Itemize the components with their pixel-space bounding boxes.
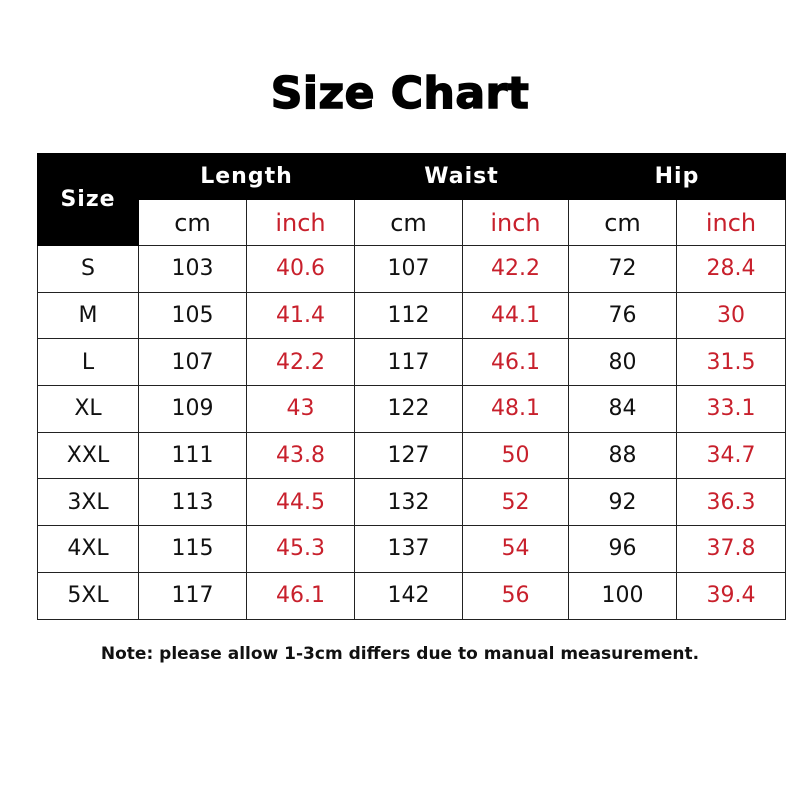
cm-cell: 92: [568, 478, 677, 527]
cm-cell: 72: [568, 245, 677, 293]
inch-cell: 56: [462, 571, 569, 620]
unit-inch: inch: [462, 199, 569, 246]
inch-cell: 36.3: [676, 478, 786, 527]
cm-cell: 76: [568, 291, 677, 340]
unit-inch: inch: [676, 199, 786, 246]
table-row: M 105 41.4 112 44.1 76 30: [37, 291, 786, 340]
inch-cell: 45.3: [246, 525, 355, 573]
inch-cell: 30: [676, 291, 786, 340]
cm-cell: 132: [354, 478, 463, 527]
table-row: XXL 111 43.8 127 50 88 34.7: [37, 431, 786, 480]
size-cell: XXL: [37, 431, 139, 480]
inch-cell: 52: [462, 478, 569, 527]
table-row: L 107 42.2 117 46.1 80 31.5: [37, 338, 786, 387]
unit-cm: cm: [138, 199, 247, 246]
inch-cell: 54: [462, 525, 569, 573]
header-waist: Waist: [354, 153, 569, 200]
cm-cell: 107: [354, 245, 463, 293]
size-cell: S: [37, 245, 139, 293]
cm-cell: 137: [354, 525, 463, 573]
table-row: 5XL 117 46.1 142 56 100 39.4: [37, 571, 786, 620]
inch-cell: 43: [246, 385, 355, 433]
table-row: 4XL 115 45.3 137 54 96 37.8: [37, 525, 786, 573]
cm-cell: 80: [568, 338, 677, 387]
size-cell: XL: [37, 385, 139, 433]
cm-cell: 127: [354, 431, 463, 480]
inch-cell: 42.2: [246, 338, 355, 387]
inch-cell: 50: [462, 431, 569, 480]
inch-cell: 40.6: [246, 245, 355, 293]
cm-cell: 117: [138, 571, 247, 620]
inch-cell: 46.1: [246, 571, 355, 620]
cm-cell: 84: [568, 385, 677, 433]
cm-cell: 96: [568, 525, 677, 573]
inch-cell: 33.1: [676, 385, 786, 433]
cm-cell: 117: [354, 338, 463, 387]
cm-cell: 112: [354, 291, 463, 340]
inch-cell: 44.1: [462, 291, 569, 340]
inch-cell: 39.4: [676, 571, 786, 620]
inch-cell: 41.4: [246, 291, 355, 340]
inch-cell: 37.8: [676, 525, 786, 573]
size-cell: L: [37, 338, 139, 387]
header-length: Length: [138, 153, 355, 200]
header-size: Size: [37, 153, 139, 246]
size-cell: 3XL: [37, 478, 139, 527]
inch-cell: 28.4: [676, 245, 786, 293]
inch-cell: 46.1: [462, 338, 569, 387]
table-row: 3XL 113 44.5 132 52 92 36.3: [37, 478, 786, 527]
table-row: S 103 40.6 107 42.2 72 28.4: [37, 245, 786, 293]
page-title: Size Chart: [270, 67, 530, 120]
cm-cell: 88: [568, 431, 677, 480]
cm-cell: 122: [354, 385, 463, 433]
cm-cell: 100: [568, 571, 677, 620]
cm-cell: 107: [138, 338, 247, 387]
inch-cell: 43.8: [246, 431, 355, 480]
unit-cm: cm: [354, 199, 463, 246]
cm-cell: 115: [138, 525, 247, 573]
unit-cm: cm: [568, 199, 677, 246]
cm-cell: 103: [138, 245, 247, 293]
inch-cell: 48.1: [462, 385, 569, 433]
inch-cell: 44.5: [246, 478, 355, 527]
cm-cell: 109: [138, 385, 247, 433]
size-cell: 5XL: [37, 571, 139, 620]
size-table: Size Length Waist Hip cm inch cm inch cm…: [37, 153, 786, 620]
cm-cell: 113: [138, 478, 247, 527]
cm-cell: 111: [138, 431, 247, 480]
unit-inch: inch: [246, 199, 355, 246]
inch-cell: 31.5: [676, 338, 786, 387]
inch-cell: 34.7: [676, 431, 786, 480]
cm-cell: 142: [354, 571, 463, 620]
table-row: XL 109 43 122 48.1 84 33.1: [37, 385, 786, 433]
header-hip: Hip: [568, 153, 786, 200]
measurement-note: Note: please allow 1-3cm differs due to …: [100, 644, 700, 664]
size-cell: 4XL: [37, 525, 139, 573]
size-cell: M: [37, 291, 139, 340]
inch-cell: 42.2: [462, 245, 569, 293]
cm-cell: 105: [138, 291, 247, 340]
